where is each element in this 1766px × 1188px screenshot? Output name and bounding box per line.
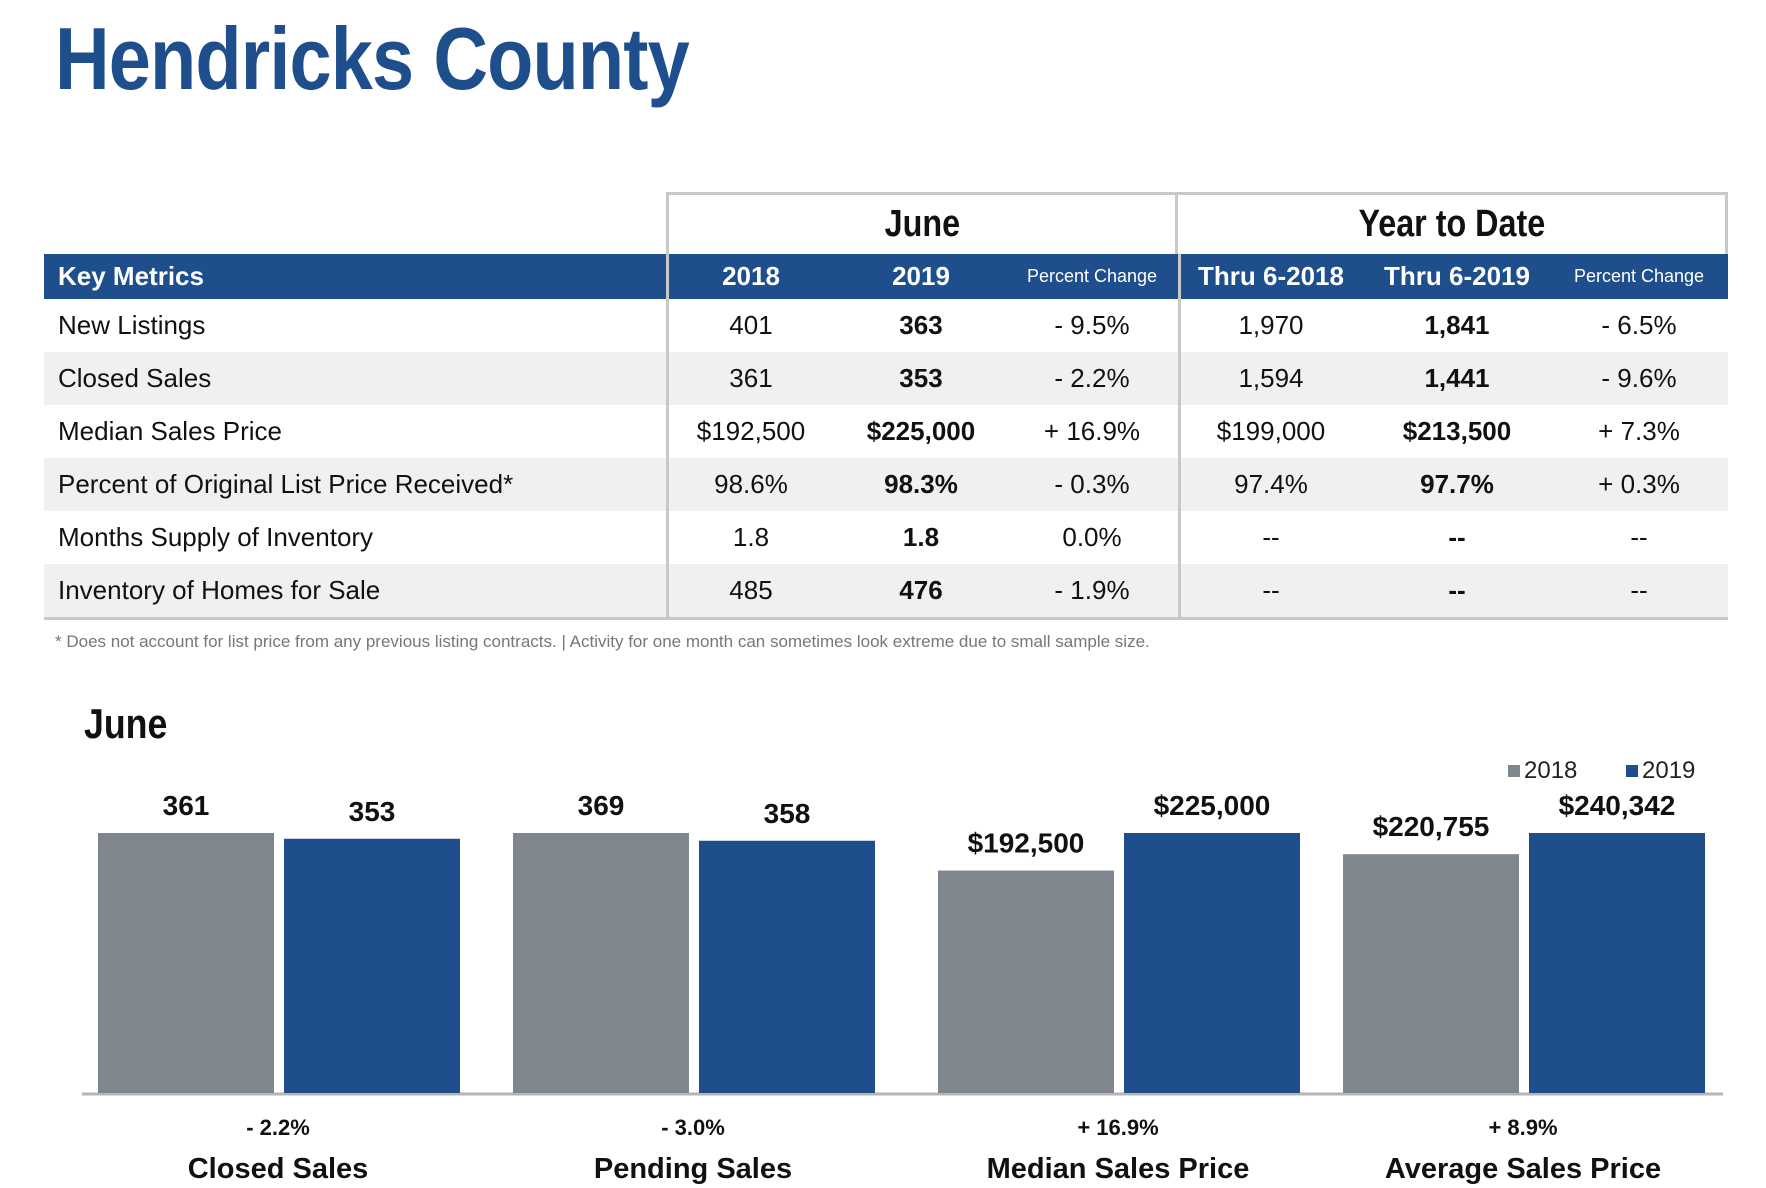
percent-change-label: - 3.0% bbox=[661, 1115, 725, 1140]
table-row: New Listings 401 363 - 9.5% 1,970 1,841 - 6.5% bbox=[44, 299, 1728, 352]
cell-pct: 0.0% bbox=[1062, 522, 1122, 552]
cell-metric: Median Sales Price bbox=[58, 416, 282, 446]
cell-ytd2019: 1,841 bbox=[1424, 310, 1490, 340]
category-label: Closed Sales bbox=[188, 1153, 369, 1185]
cell-pct: - 1.9% bbox=[1054, 575, 1130, 605]
cell-v2018: 1.8 bbox=[732, 522, 770, 552]
cell-metric: Months Supply of Inventory bbox=[58, 522, 374, 552]
cell-pct: - 9.5% bbox=[1054, 310, 1130, 340]
cell-ytd2019: -- bbox=[1448, 522, 1466, 552]
header-2018: 2018 bbox=[722, 261, 780, 291]
header-2019: 2019 bbox=[892, 261, 950, 291]
cell-v2019: 363 bbox=[899, 310, 943, 340]
cell-ytd_pct: + 7.3% bbox=[1598, 416, 1680, 446]
cell-ytd2018: $199,000 bbox=[1216, 416, 1326, 446]
cell-metric: New Listings bbox=[58, 310, 206, 340]
cell-metric: Closed Sales bbox=[58, 363, 212, 393]
cell-ytd_pct: + 0.3% bbox=[1598, 469, 1680, 499]
chart-title: June bbox=[84, 700, 168, 747]
key-metrics-table: June Year to Date Key Metrics 2018 2019 … bbox=[44, 192, 1728, 620]
cell-v2019: 353 bbox=[899, 363, 943, 393]
bar-closed-sales-2018 bbox=[98, 833, 274, 1093]
data-label: 361 bbox=[163, 790, 210, 821]
data-label: $225,000 bbox=[1154, 790, 1271, 821]
data-label: 369 bbox=[578, 790, 625, 821]
bar-average-sales-price-2019 bbox=[1529, 833, 1705, 1093]
table-row: Percent of Original List Price Received*… bbox=[44, 458, 1728, 511]
legend-swatch-2018 bbox=[1508, 765, 1520, 777]
cell-v2018: 98.6% bbox=[714, 469, 788, 499]
percent-change-label: + 16.9% bbox=[1077, 1115, 1158, 1140]
cell-v2019: 476 bbox=[899, 575, 943, 605]
legend-2018: 2018 bbox=[1508, 757, 1577, 785]
group-header-ytd: Year to Date bbox=[1178, 192, 1728, 254]
table-row: Months Supply of Inventory 1.8 1.8 0.0% -- --… bbox=[44, 511, 1728, 564]
legend-swatch-2019 bbox=[1626, 765, 1638, 777]
bar-average-sales-price-2018 bbox=[1343, 854, 1519, 1093]
cell-pct: - 0.3% bbox=[1054, 469, 1130, 499]
cell-ytd2018: 1,594 bbox=[1238, 363, 1304, 393]
cell-v2018: $192,500 bbox=[696, 416, 806, 446]
cell-pct: + 16.9% bbox=[1043, 416, 1141, 446]
bar-closed-sales-2019 bbox=[284, 838, 460, 1093]
cell-metric: Percent of Original List Price Received* bbox=[58, 469, 514, 499]
cell-v2019: $225,000 bbox=[866, 416, 976, 446]
cell-ytd_pct: -- bbox=[1630, 575, 1648, 605]
data-label: 353 bbox=[349, 796, 396, 827]
cell-ytd2018: 1,970 bbox=[1238, 310, 1304, 340]
cell-ytd2019: 1,441 bbox=[1424, 363, 1490, 393]
header-ytd-percent-change: Percent Change bbox=[1573, 266, 1705, 286]
cell-v2018: 361 bbox=[729, 363, 773, 393]
cell-ytd2019: 97.7% bbox=[1420, 469, 1494, 499]
footnote: * Does not account for list price from a… bbox=[55, 632, 1150, 651]
cell-metric: Inventory of Homes for Sale bbox=[58, 575, 381, 605]
table-row: Median Sales Price $192,500 $225,000 + 16.9… bbox=[44, 405, 1728, 458]
header-thru-2018: Thru 6-2018 bbox=[1198, 261, 1344, 291]
cell-ytd2018: -- bbox=[1262, 575, 1280, 605]
page-title: Hendricks County bbox=[55, 9, 690, 108]
category-label: Average Sales Price bbox=[1385, 1153, 1661, 1185]
cell-ytd2019: -- bbox=[1448, 575, 1466, 605]
cell-v2018: 401 bbox=[729, 310, 773, 340]
header-key-metrics: Key Metrics bbox=[58, 261, 204, 291]
cell-v2018: 485 bbox=[729, 575, 773, 605]
data-label: 358 bbox=[764, 798, 811, 829]
group-header-june: June bbox=[666, 192, 1178, 254]
cell-ytd2019: $213,500 bbox=[1402, 416, 1512, 446]
bar-pending-sales-2018 bbox=[513, 833, 689, 1093]
category-label: Pending Sales bbox=[594, 1153, 792, 1185]
bar-pending-sales-2019 bbox=[699, 840, 875, 1093]
legend-2019: 2019 bbox=[1626, 757, 1695, 785]
table-row: Closed Sales 361 353 - 2.2% 1,594 1,441 - 9.6% bbox=[44, 352, 1728, 405]
header-percent-change: Percent Change bbox=[1026, 266, 1158, 286]
cell-v2019: 1.8 bbox=[902, 522, 940, 552]
cell-v2019: 98.3% bbox=[884, 469, 958, 499]
table-row: Inventory of Homes for Sale 485 476 - 1.9% -… bbox=[44, 564, 1728, 617]
cell-ytd_pct: - 6.5% bbox=[1601, 310, 1677, 340]
bar-median-sales-price-2019 bbox=[1124, 833, 1300, 1093]
bar-median-sales-price-2018 bbox=[938, 870, 1114, 1093]
data-label: $192,500 bbox=[968, 828, 1085, 859]
category-label: Median Sales Price bbox=[987, 1153, 1250, 1185]
cell-ytd2018: 97.4% bbox=[1234, 469, 1308, 499]
header-thru-2019: Thru 6-2019 bbox=[1384, 261, 1530, 291]
cell-ytd_pct: -- bbox=[1630, 522, 1648, 552]
cell-ytd_pct: - 9.6% bbox=[1601, 363, 1677, 393]
table-header-row: Key Metrics 2018 2019 Percent Change Thr… bbox=[44, 254, 1728, 299]
cell-pct: - 2.2% bbox=[1054, 363, 1130, 393]
data-label: $240,342 bbox=[1559, 790, 1676, 821]
data-label: $220,755 bbox=[1373, 811, 1490, 842]
percent-change-label: + 8.9% bbox=[1488, 1115, 1557, 1140]
percent-change-label: - 2.2% bbox=[246, 1115, 310, 1140]
cell-ytd2018: -- bbox=[1262, 522, 1280, 552]
